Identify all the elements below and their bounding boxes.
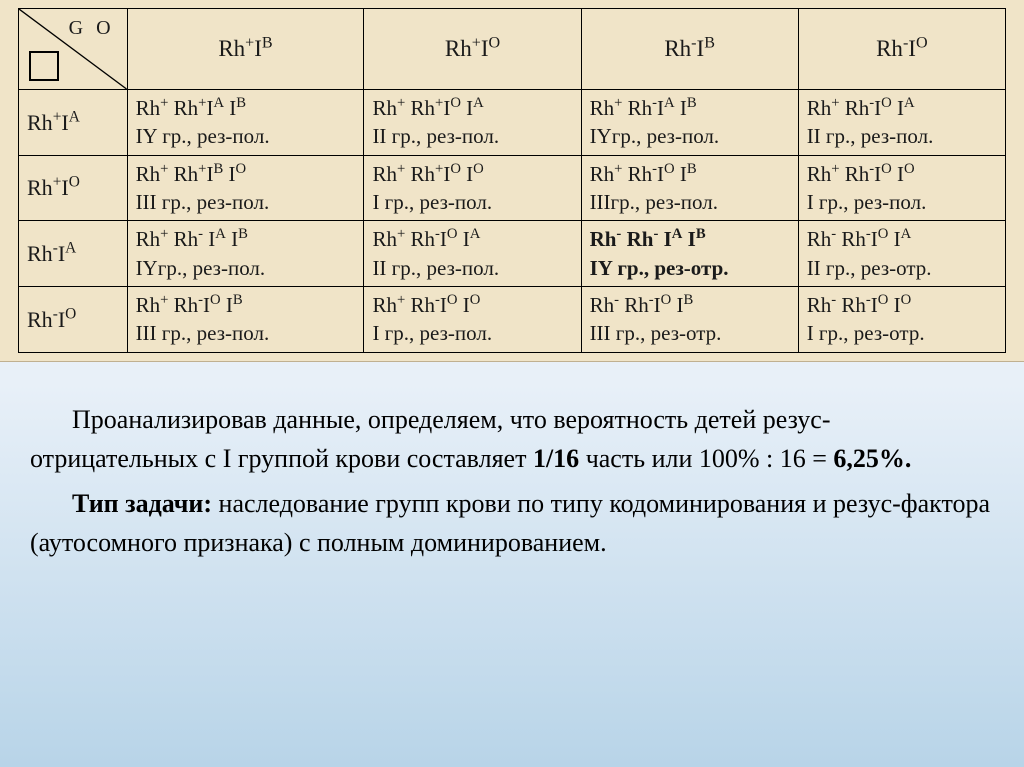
page: G O Rh+IB Rh+IO Rh-IB Rh-IO Rh+IARh+ Rh+… [0,0,1024,588]
cell: Rh+ Rh+IO IAII гр., рез-пол. [364,90,581,156]
genotype-line: Rh- Rh-IO IO [807,291,997,319]
col-header-2: Rh+IO [364,9,581,90]
caption-text: часть или 100% : 16 = [579,444,833,473]
cell: Rh+ Rh-IO IBIIIгр., рез-пол. [581,155,798,221]
genotype-line: Rh+ Rh-IO IA [807,94,997,122]
caption-bold: 6,25%. [833,444,911,473]
genotype-line: Rh- Rh-IO IB [590,291,790,319]
phenotype-line: III гр., рез-отр. [590,319,790,347]
table-row: Rh+IARh+ Rh+IA IBIY гр., рез-пол.Rh+ Rh+… [19,90,1006,156]
table-row: Rh-IARh+ Rh- IA IBIYгр., рез-пол.Rh+ Rh-… [19,221,1006,287]
genotype-line: Rh+ Rh- IA IB [136,225,356,253]
cell: Rh+ Rh+IB IOIII гр., рез-пол. [127,155,364,221]
genotype-line: Rh- Rh- IA IB [590,225,790,253]
col-header-3: Rh-IB [581,9,798,90]
phenotype-line: IYгр., рез-пол. [590,122,790,150]
cell: Rh- Rh- IA IBIY гр., рез-отр. [581,221,798,287]
punnett-table-wrap: G O Rh+IB Rh+IO Rh-IB Rh-IO Rh+IARh+ Rh+… [0,0,1024,362]
genotype-line: Rh+ Rh+IO IO [372,160,572,188]
row-header: Rh+IA [19,90,128,156]
caption-p2: Тип задачи: наследование групп крови по … [30,484,994,562]
genotype-line: Rh+ Rh+IO IA [372,94,572,122]
phenotype-line: II гр., рез-пол. [372,122,572,150]
caption-bold: Тип задачи: [72,489,212,518]
caption-p1: Проанализировав данные, определяем, что … [30,400,994,478]
phenotype-line: I гр., рез-пол. [807,188,997,216]
cell: Rh+ Rh-IO IAII гр., рез-пол. [798,90,1005,156]
phenotype-line: I гр., рез-отр. [807,319,997,347]
phenotype-line: II гр., рез-отр. [807,254,997,282]
phenotype-line: III гр., рез-пол. [136,188,356,216]
cell: Rh+ Rh- IA IBIYгр., рез-пол. [127,221,364,287]
row-header: Rh-IA [19,221,128,287]
genotype-line: Rh- Rh-IO IA [807,225,997,253]
cell: Rh+ Rh-IO IBIII гр., рез-пол. [127,287,364,353]
genotype-line: Rh+ Rh-IO IO [807,160,997,188]
table-row: Rh+IORh+ Rh+IB IOIII гр., рез-пол.Rh+ Rh… [19,155,1006,221]
cell: Rh+ Rh-IO IOI гр., рез-пол. [364,287,581,353]
corner-square-icon [29,51,59,81]
genotype-line: Rh+ Rh-IO IB [590,160,790,188]
genotype-line: Rh+ Rh-IO IA [372,225,572,253]
genotype-line: Rh+ Rh+IA IB [136,94,356,122]
genotype-line: Rh+ Rh-IA IB [590,94,790,122]
genotype-line: Rh+ Rh-IO IB [136,291,356,319]
phenotype-line: IY гр., рез-пол. [136,122,356,150]
col-header-1: Rh+IB [127,9,364,90]
phenotype-line: I гр., рез-пол. [372,319,572,347]
table-row: Rh-IORh+ Rh-IO IBIII гр., рез-пол.Rh+ Rh… [19,287,1006,353]
cell: Rh- Rh-IO IBIII гр., рез-отр. [581,287,798,353]
punnett-table: G O Rh+IB Rh+IO Rh-IB Rh-IO Rh+IARh+ Rh+… [18,8,1006,353]
phenotype-line: I гр., рез-пол. [372,188,572,216]
cell: Rh+ Rh-IO IAII гр., рез-пол. [364,221,581,287]
phenotype-line: II гр., рез-пол. [372,254,572,282]
cell: Rh- Rh-IO IAII гр., рез-отр. [798,221,1005,287]
cell: Rh+ Rh-IA IBIYгр., рез-пол. [581,90,798,156]
phenotype-line: IY гр., рез-отр. [590,254,790,282]
cell: Rh+ Rh+IA IBIY гр., рез-пол. [127,90,364,156]
genotype-line: Rh+ Rh-IO IO [372,291,572,319]
header-row: G O Rh+IB Rh+IO Rh-IB Rh-IO [19,9,1006,90]
genotype-line: Rh+ Rh+IB IO [136,160,356,188]
phenotype-line: II гр., рез-пол. [807,122,997,150]
corner-cell: G O [19,9,128,90]
cell: Rh- Rh-IO IOI гр., рез-отр. [798,287,1005,353]
caption-bold: 1/16 [533,444,579,473]
cell: Rh+ Rh-IO IOI гр., рез-пол. [798,155,1005,221]
phenotype-line: IIIгр., рез-пол. [590,188,790,216]
col-header-4: Rh-IO [798,9,1005,90]
row-header: Rh-IO [19,287,128,353]
phenotype-line: III гр., рез-пол. [136,319,356,347]
table-body: Rh+IARh+ Rh+IA IBIY гр., рез-пол.Rh+ Rh+… [19,90,1006,353]
corner-label: G O [69,15,115,42]
caption-block: Проанализировав данные, определяем, что … [0,362,1024,588]
cell: Rh+ Rh+IO IOI гр., рез-пол. [364,155,581,221]
row-header: Rh+IO [19,155,128,221]
phenotype-line: IYгр., рез-пол. [136,254,356,282]
